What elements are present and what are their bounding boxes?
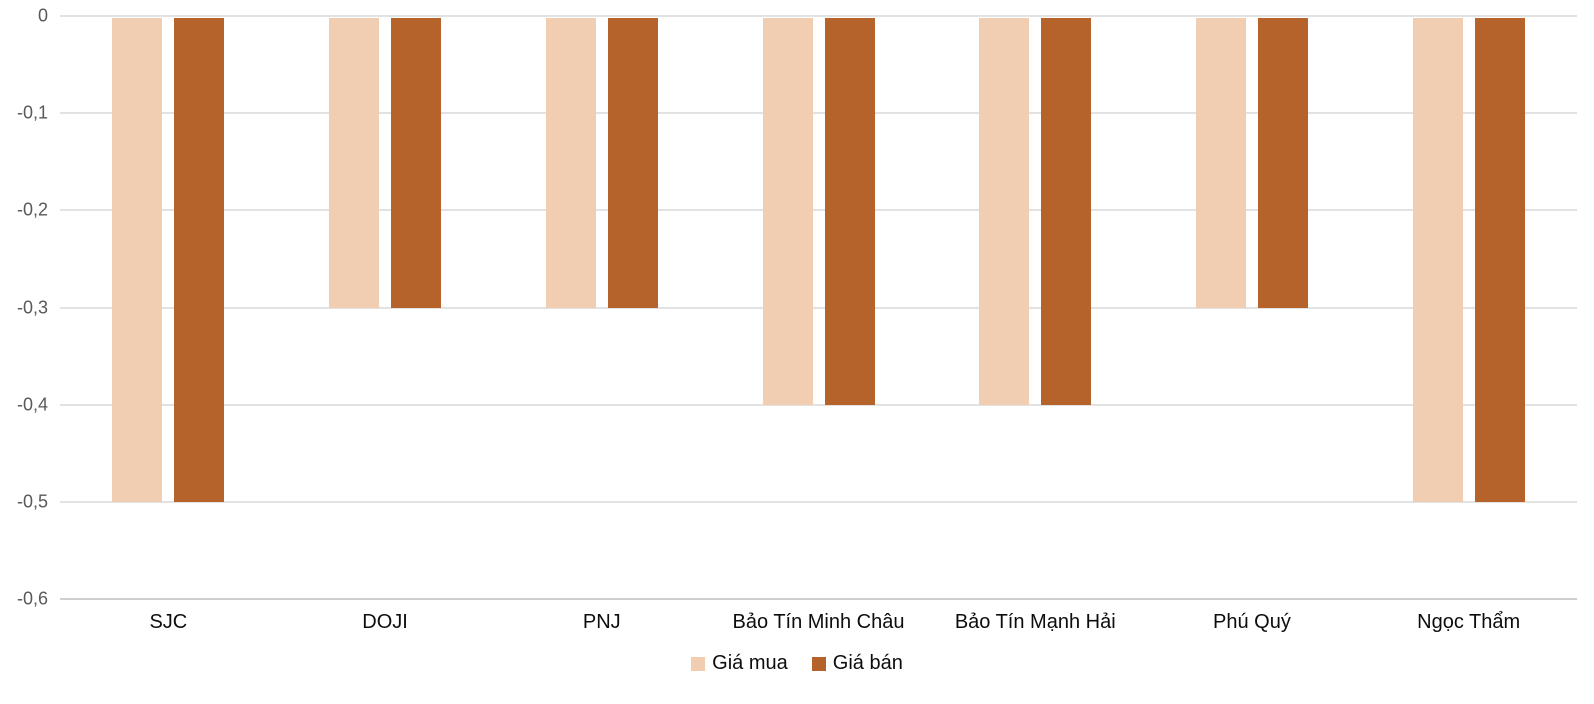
y-axis-tick-label: -0,2 (16, 199, 48, 220)
y-axis-tick-label: -0,1 (16, 102, 48, 123)
bar-group-pnj (493, 16, 710, 599)
bar-gia-mua (112, 18, 163, 502)
legend-item-gia-mua: Giá mua (691, 652, 788, 675)
gridline (60, 403, 1577, 406)
bar-gia-ban (1257, 18, 1308, 308)
y-axis-tick-label: 0 (37, 5, 48, 26)
bar-gia-mua (1195, 18, 1246, 308)
gridline (60, 209, 1577, 212)
x-axis-label-sjc: SJC (149, 611, 188, 633)
x-axis-label-ngoc-tham: Ngọc Thẩm (1417, 611, 1521, 633)
y-axis: 0 -0,1 -0,2 -0,3 -0,4 -0,5 -0,6 (0, 6, 48, 609)
bar-gia-mua (1412, 18, 1463, 502)
bar-group-sjc (60, 16, 277, 599)
x-axis-label-bao-tin-manh-hai: Bảo Tín Mạnh Hải (954, 611, 1116, 633)
gridline (60, 15, 1577, 17)
bar-group-phu-quy (1144, 16, 1361, 599)
y-axis-tick-label: -0,6 (16, 588, 48, 609)
x-axis-label-pnj: PNJ (582, 611, 621, 633)
y-axis-tick-label: -0,5 (16, 491, 48, 512)
bar-gia-mua (545, 18, 596, 308)
y-axis-tick-label: -0,3 (16, 297, 48, 317)
y-axis-tick-label: -0,4 (16, 394, 48, 415)
bar-group-ngoc-tham (1360, 16, 1577, 599)
bar-gia-ban (824, 18, 875, 405)
bars-layer (60, 16, 1577, 599)
bar-gia-ban (607, 18, 658, 308)
bar-gia-ban (1474, 18, 1525, 502)
bar-group-doji (277, 16, 494, 599)
bar-gia-mua (329, 18, 380, 308)
legend-item-gia-ban: Giá bán (811, 652, 903, 675)
legend-swatch-gia-mua (691, 656, 706, 671)
bar-gia-ban (1041, 18, 1092, 405)
x-axis-label-bao-tin-minh-chau: Bảo Tín Minh Châu (732, 611, 905, 633)
bar-gia-ban (174, 18, 225, 502)
legend-label: Giá mua (712, 652, 788, 674)
gridline (60, 598, 1577, 600)
legend-swatch-gia-ban (811, 656, 826, 671)
gridline (60, 306, 1577, 309)
bar-group-bao-tin-manh-hai (927, 16, 1144, 599)
plot-area (60, 15, 1577, 600)
legend-label: Giá bán (832, 652, 903, 674)
gridline (60, 500, 1577, 503)
x-axis: SJC DOJI PNJ Bảo Tín Minh Châu Bảo Tín Mạnh … (60, 611, 1577, 634)
bar-gia-ban (391, 18, 442, 308)
x-axis-label-phu-quy: Phú Quý (1213, 611, 1291, 633)
legend: Giá mua Giá bán (0, 652, 1594, 675)
bar-gia-mua (762, 18, 813, 405)
x-axis-label-doji: DOJI (362, 611, 408, 633)
gridline (60, 112, 1577, 115)
bar-gia-mua (979, 18, 1030, 405)
bar-group-bao-tin-minh-chau (710, 16, 927, 599)
